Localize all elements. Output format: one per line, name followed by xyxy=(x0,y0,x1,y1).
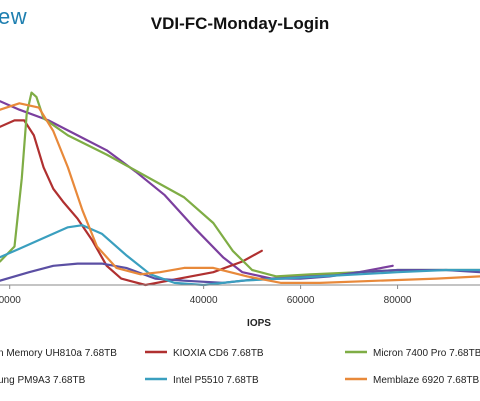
x-axis-title: IOPS xyxy=(247,318,271,329)
legend-label: ung PM9A3 7.68TB xyxy=(0,375,86,386)
x-tick-label: 40000 xyxy=(190,295,218,306)
legend-label: KIOXIA CD6 7.68TB xyxy=(173,348,264,359)
brand-logo-fragment: ew xyxy=(0,4,28,29)
series-line-4 xyxy=(0,262,480,284)
x-axis: 0000 40000 60000 80000 IOPS xyxy=(0,284,480,329)
x-tick-label: 60000 xyxy=(287,295,315,306)
chart-title-text: VDI-FC-Monday-Login xyxy=(150,14,330,33)
legend: n Memory UH810a 7.68TB KIOXIA CD6 7.68TB M… xyxy=(0,348,480,386)
series-line-3 xyxy=(0,91,480,278)
plot-lines xyxy=(0,91,480,287)
series-line-6 xyxy=(0,102,480,284)
series-line-2 xyxy=(0,119,263,287)
series-line-5 xyxy=(0,224,480,287)
x-tick-label: 80000 xyxy=(384,295,412,306)
legend-label: Memblaze 6920 7.68TB xyxy=(373,375,480,386)
x-tick-label: 0000 xyxy=(0,295,21,306)
legend-label: Micron 7400 Pro 7.68TB xyxy=(373,348,480,359)
chart-title: VDI-FC-Monday-Login xyxy=(0,14,480,34)
legend-label: n Memory UH810a 7.68TB xyxy=(0,348,117,359)
legend-label: Intel P5510 7.68TB xyxy=(173,375,259,386)
series-line-1 xyxy=(0,100,394,280)
